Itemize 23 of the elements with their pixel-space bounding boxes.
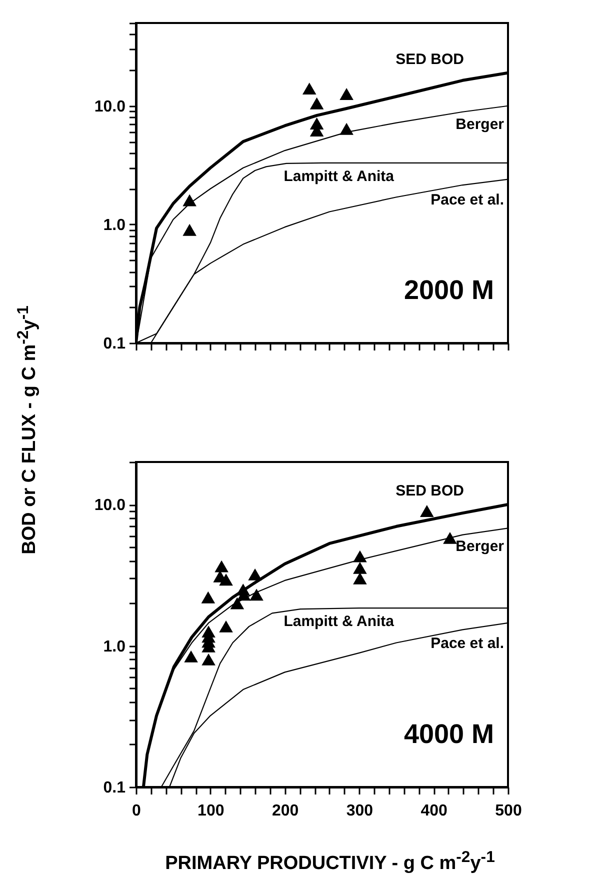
annotation: 2000 M — [404, 275, 494, 305]
y-tick-label: 1.0 — [103, 638, 126, 656]
y-tick-label: 1.0 — [103, 216, 126, 234]
annotation: 4000 M — [404, 719, 494, 749]
x-tick-label: 0 — [132, 802, 142, 820]
series-label: Pace et al. — [430, 191, 504, 208]
series-label: Berger — [456, 116, 504, 133]
series-label: Lampitt & Anita — [284, 613, 395, 630]
x-tick-label: 500 — [495, 802, 522, 820]
series-label: Lampitt & Anita — [284, 168, 395, 185]
y-tick-label: 10.0 — [94, 98, 126, 116]
y-tick-label: 0.1 — [103, 336, 126, 352]
series-label: Berger — [456, 538, 504, 556]
x-tick-label: 400 — [420, 802, 448, 820]
series-label: SED BOD — [396, 50, 464, 68]
x-tick-label: 300 — [346, 802, 374, 820]
y-tick-label: 10.0 — [94, 497, 126, 514]
series-label: SED BOD — [396, 482, 464, 500]
x-tick-label: 100 — [198, 802, 224, 820]
x-tick-label: 200 — [272, 802, 299, 820]
series-label: Pace et al. — [430, 634, 504, 652]
x-axis-title: PRIMARY PRODUCTIVIY - g C m$^{-2}$y$^{-1}$ — [165, 848, 495, 876]
y-tick-label: 0.1 — [103, 780, 126, 796]
